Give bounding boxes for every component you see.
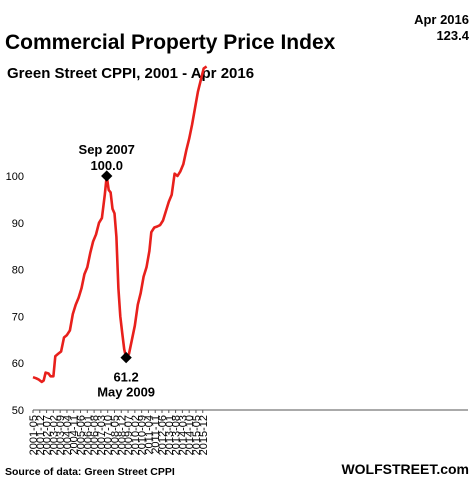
x-tick-label: 2007-03: [96, 415, 108, 455]
x-tick-label: 2011-04: [143, 415, 155, 455]
chart-subtitle: Green Street CPPI, 2001 - Apr 2016: [7, 65, 254, 82]
x-tick-label: 2001-05: [28, 415, 40, 455]
series-line-cppi: [32, 65, 208, 384]
chart-title: Commercial Property Price Index: [5, 31, 336, 54]
x-tick-label: 2012-06: [157, 415, 169, 455]
x-tick-label: 2014-10: [184, 415, 196, 455]
annotation-value: 123.4: [436, 28, 469, 43]
x-tick-label: 2014-03: [177, 415, 189, 455]
x-tick-label: 2001-12: [35, 415, 47, 455]
x-tick-label: 2010-02: [130, 415, 142, 455]
annotation-label: May 2009: [97, 385, 155, 400]
annotation-label: Apr 2016: [414, 12, 469, 27]
x-tick-label: 2013-01: [164, 415, 176, 455]
x-tick-label: 2006-01: [82, 415, 94, 455]
x-tick-label: 2004-11: [69, 415, 81, 455]
annotation-value: 100.0: [90, 158, 123, 173]
source-note: Source of data: Green Street CPPI: [5, 466, 175, 478]
y-tick-label: 70: [12, 311, 24, 323]
y-tick-label: 100: [6, 171, 24, 183]
x-tick-label: 2006-08: [89, 415, 101, 455]
x-tick-label: 2013-08: [171, 415, 183, 455]
y-tick-label: 60: [12, 358, 24, 370]
y-axis-ticks: 50 60 70 80 90 100: [6, 171, 24, 417]
x-tick-label: 2010-09: [137, 415, 149, 455]
x-axis-ticks: 2001-052001-122002-072003-022003-092004-…: [28, 410, 210, 455]
x-tick-label: 2015-05: [191, 415, 203, 455]
y-tick-label: 80: [12, 265, 24, 277]
x-tick-label: 2008-12: [116, 415, 128, 455]
x-tick-label: 2004-04: [62, 415, 74, 455]
x-tick-label: 2007-10: [103, 415, 115, 455]
x-tick-label: 2005-06: [76, 415, 88, 455]
annotation-value: 61.2: [113, 370, 138, 385]
x-tick-label: 2003-09: [55, 415, 67, 455]
annotation-label: Sep 2007: [79, 142, 135, 157]
y-tick-label: 90: [12, 218, 24, 230]
x-tick-label: 2008-05: [109, 415, 121, 455]
x-tick-label: 2009-07: [123, 415, 135, 455]
brand-watermark: WOLFSTREET.com: [341, 461, 469, 477]
x-tick-label: 2015-12: [198, 415, 210, 455]
y-tick-label: 50: [12, 405, 24, 417]
x-tick-label: 2002-07: [42, 415, 54, 455]
x-tick-label: 2003-02: [48, 415, 60, 455]
x-tick-label: 2011-11: [150, 415, 162, 454]
